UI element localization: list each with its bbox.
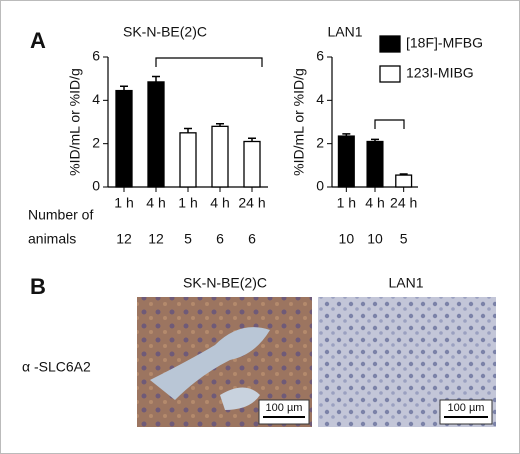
x-tick-label: 1 h (337, 195, 356, 211)
animal-count: 12 (116, 231, 132, 247)
panel-label: B (30, 274, 46, 299)
y-tick-label: 4 (92, 91, 100, 107)
error-bar (120, 85, 128, 91)
legend-swatch (379, 35, 401, 53)
bracket (155, 57, 263, 67)
animal-count: 10 (339, 231, 355, 247)
y-tick-label: 0 (316, 178, 324, 194)
y-tick-label: 4 (316, 91, 324, 107)
animal-count: 5 (400, 231, 408, 247)
micrograph (318, 297, 496, 427)
bar (366, 140, 384, 188)
x-tick-label: 24 h (238, 195, 265, 211)
x-tick-label: 1 h (114, 195, 133, 211)
bar (337, 135, 355, 188)
bar (243, 140, 261, 188)
y-tick-label: 0 (92, 178, 100, 194)
scale-bar-label: 100 µm (266, 402, 303, 414)
legend-swatch (379, 65, 401, 83)
bar (179, 132, 197, 188)
error-bar (184, 127, 192, 133)
bar (115, 89, 133, 188)
y-axis-label: %ID/mL or %ID/g (291, 68, 307, 176)
legend-label: [18F]-MFBG (406, 35, 483, 51)
image-title: SK-N-BE(2)C (183, 275, 267, 291)
animal-count: 6 (248, 231, 256, 247)
bar (147, 81, 165, 188)
x-tick-label: 24 h (390, 195, 417, 211)
animal-count: 10 (367, 231, 383, 247)
chart-title: LAN1 (327, 24, 362, 40)
y-tick-label: 2 (316, 134, 324, 150)
x-tick-label: 4 h (146, 195, 165, 211)
micrograph (137, 297, 312, 427)
y-axis-label: %ID/mL or %ID/g (67, 68, 83, 176)
scale-bar-label: 100 µm (448, 402, 485, 414)
x-tick-label: 4 h (210, 195, 229, 211)
animal-count: 5 (184, 231, 192, 247)
image-title: LAN1 (388, 275, 423, 291)
panel-label: A (30, 28, 46, 53)
chart-title: SK-N-BE(2)C (123, 24, 207, 40)
bracket (374, 119, 405, 129)
y-tick-label: 6 (92, 48, 100, 64)
animals-label: Number of (28, 207, 93, 223)
bar (211, 125, 229, 188)
legend-label: 123I-MIBG (406, 65, 474, 81)
x-tick-label: 1 h (178, 195, 197, 211)
error-bar (152, 75, 160, 82)
y-tick-label: 2 (92, 134, 100, 150)
bar (395, 174, 413, 188)
animals-label: animals (28, 231, 76, 247)
animal-count: 6 (216, 231, 224, 247)
y-tick-label: 6 (316, 48, 324, 64)
row-label: α -SLC6A2 (22, 359, 91, 375)
animal-count: 12 (148, 231, 164, 247)
x-tick-label: 4 h (365, 195, 384, 211)
